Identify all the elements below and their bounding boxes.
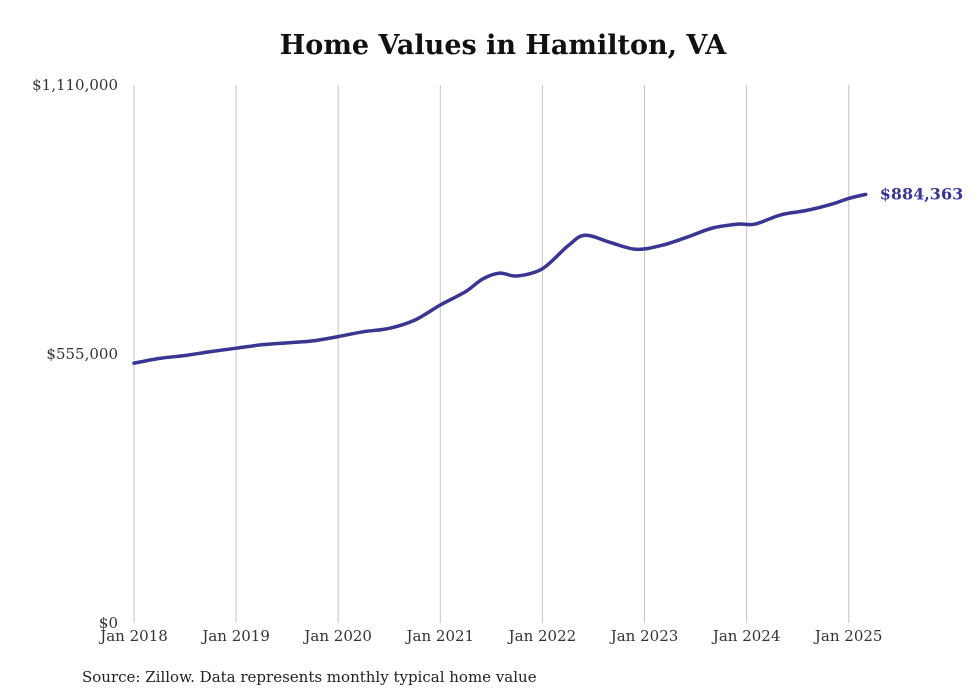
x-tick-label: Jan 2023: [609, 627, 679, 645]
gridlines: [133, 85, 850, 623]
series-layer: [132, 192, 868, 365]
x-tick-label: Jan 2019: [200, 627, 270, 645]
x-tick-label: Jan 2025: [813, 627, 883, 645]
source-note: Source: Zillow. Data represents monthly …: [82, 668, 537, 686]
y-tick-label: $1,110,000: [32, 76, 118, 94]
y-tick-label: $0: [99, 614, 118, 632]
x-tick-label: Jan 2024: [711, 627, 781, 645]
x-tick-label: Jan 2021: [405, 627, 475, 645]
end-value-label: $884,363: [880, 184, 964, 203]
x-tick-label: Jan 2022: [507, 627, 577, 645]
axis-labels: Jan 2018 Jan 2019 Jan 2020 Jan 2021 Jan 2022…: [32, 76, 963, 645]
x-tick-label: Jan 2020: [302, 627, 372, 645]
chart-title: Home Values in Hamilton, VA: [279, 30, 727, 61]
x-tick-label: Jan 2018: [98, 627, 168, 645]
home-value-line: [132, 192, 868, 365]
y-tick-label: $555,000: [46, 345, 118, 363]
